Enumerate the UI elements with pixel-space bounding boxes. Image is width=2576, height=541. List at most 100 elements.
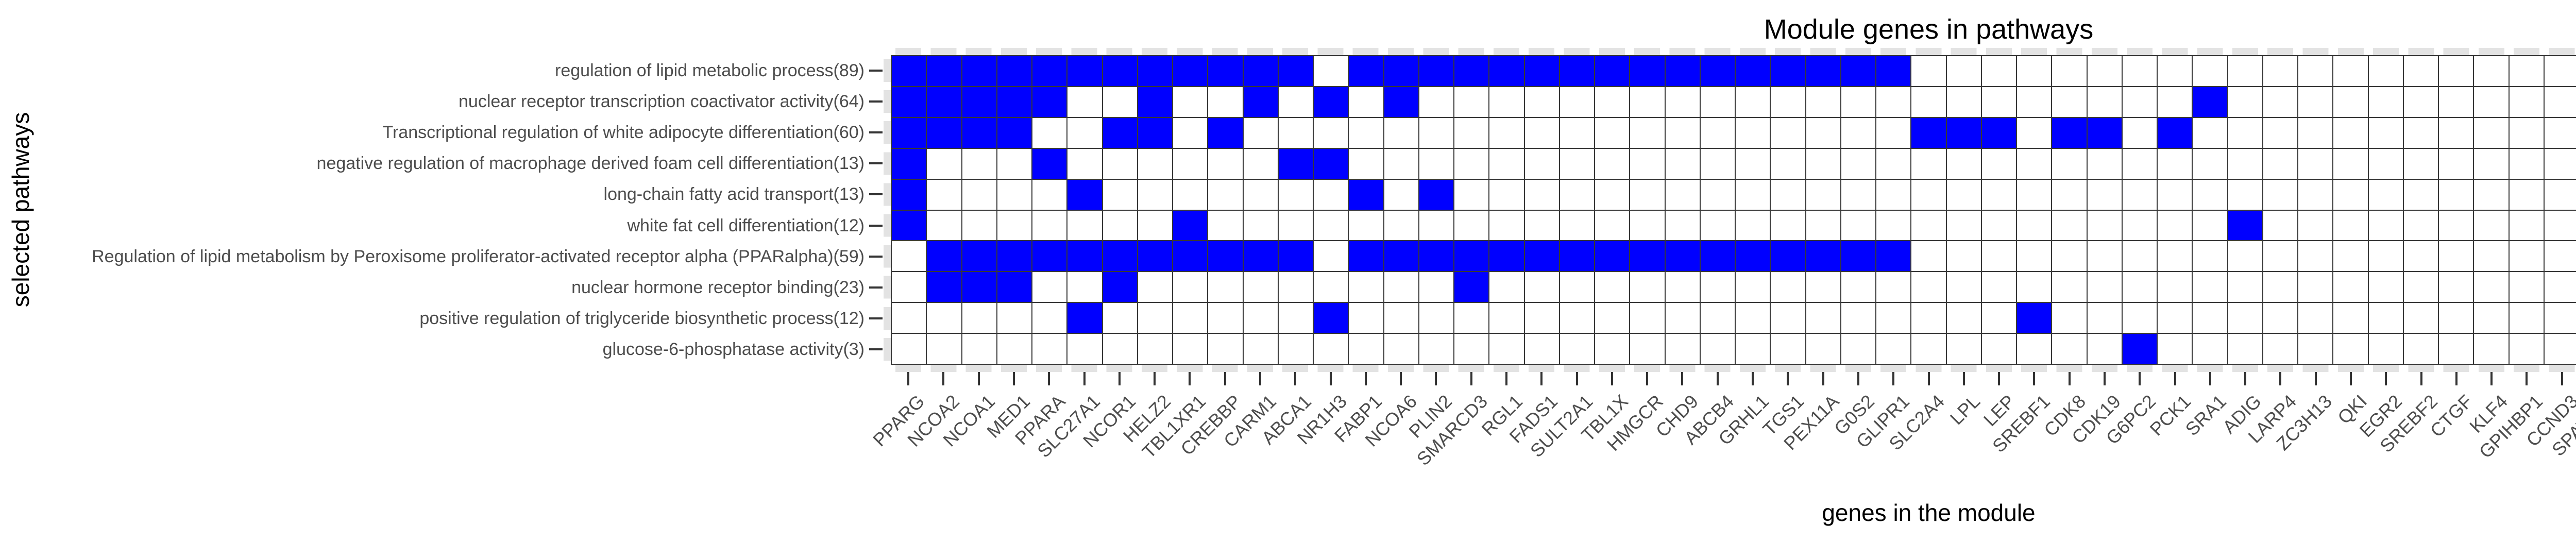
x-tick [2033, 372, 2036, 385]
heatmap-cell [1243, 272, 1278, 303]
heatmap-cell [1665, 148, 1700, 179]
pathway-label: nuclear receptor transcription coactivat… [459, 92, 865, 112]
heatmap-cell [2227, 56, 2263, 87]
heatmap-cell [1630, 272, 1665, 303]
heatmap-cell [2368, 86, 2403, 117]
heatmap-cell [1418, 179, 1454, 210]
x-tick [2068, 372, 2071, 385]
heatmap-cell [2438, 86, 2474, 117]
heatmap-cell [1173, 302, 1208, 334]
heatmap-cell [2368, 148, 2403, 179]
heatmap-cell [1383, 56, 1419, 87]
pathway-label: white fat cell differentiation(12) [627, 215, 865, 235]
y-axis-title: selected pathways [7, 112, 34, 308]
heatmap-cell [2262, 241, 2298, 272]
heatmap-cell [2473, 56, 2509, 87]
heatmap-cell [2227, 179, 2263, 210]
heatmap-cell [926, 333, 962, 364]
heatmap-cell [2403, 241, 2439, 272]
heatmap-cell [2298, 241, 2333, 272]
heatmap-cell [1805, 179, 1841, 210]
heatmap-cell [2544, 56, 2576, 87]
heatmap-cell [1313, 56, 1349, 87]
heatmap-cell [1559, 86, 1595, 117]
heatmap-cell [2052, 117, 2087, 148]
heatmap-cell [2052, 241, 2087, 272]
heatmap-cell [1489, 148, 1524, 179]
heatmap-cell [1911, 56, 1946, 87]
heatmap-cell [2227, 272, 2263, 303]
heatmap-cell [2509, 148, 2544, 179]
heatmap-cell [1770, 210, 1806, 241]
heatmap-cell [2052, 302, 2087, 334]
x-tick [2455, 372, 2458, 385]
gridline-stubs-left [884, 55, 891, 365]
heatmap-cell [1735, 117, 1771, 148]
heatmap-cell [2087, 117, 2122, 148]
heatmap-cell [1911, 86, 1946, 117]
heatmap-cell [996, 179, 1032, 210]
x-axis-title: genes in the module [1822, 499, 2036, 526]
heatmap-cell [1418, 333, 1454, 364]
heatmap-cell [926, 210, 962, 241]
x-tick [1611, 372, 1613, 385]
heatmap-cell [1805, 210, 1841, 241]
heatmap-cell [1454, 117, 1489, 148]
heatmap-cell [2438, 210, 2474, 241]
heatmap-cell [1840, 117, 1876, 148]
heatmap-cell [2333, 333, 2368, 364]
heatmap-cell [1911, 179, 1946, 210]
heatmap-cell [1067, 272, 1103, 303]
heatmap-cell [2157, 241, 2193, 272]
heatmap-cell [1032, 272, 1067, 303]
heatmap-cell [1665, 179, 1700, 210]
heatmap-cell [2157, 86, 2193, 117]
pathway-label: positive regulation of triglyceride bios… [419, 308, 865, 328]
heatmap-cell [1208, 179, 1243, 210]
heatmap-cell [1348, 210, 1384, 241]
heatmap-cell [1313, 86, 1349, 117]
heatmap-cell [1630, 117, 1665, 148]
heatmap-cell [1840, 272, 1876, 303]
heatmap-cell [961, 117, 997, 148]
heatmap-cell [996, 333, 1032, 364]
heatmap-cell [2262, 272, 2298, 303]
chart-title: Module genes in pathways [1764, 14, 2094, 45]
gene-label: PCK1 [2146, 391, 2195, 440]
heatmap-cell [1032, 117, 1067, 148]
heatmap-cell [996, 148, 1032, 179]
heatmap-cell [2403, 272, 2439, 303]
heatmap-cell [1524, 210, 1560, 241]
heatmap-cell [1876, 272, 1911, 303]
heatmap-cell [1383, 148, 1419, 179]
heatmap-cell [1876, 302, 1911, 334]
heatmap-cell [2403, 333, 2439, 364]
x-tick [2103, 372, 2106, 385]
x-tick [942, 372, 945, 385]
heatmap-cell [1243, 333, 1278, 364]
heatmap-cell [1278, 179, 1314, 210]
heatmap-cell [1418, 117, 1454, 148]
heatmap-cell [2333, 86, 2368, 117]
heatmap-cell [1243, 148, 1278, 179]
heatmap-cell [1208, 302, 1243, 334]
heatmap-cell [1770, 302, 1806, 334]
heatmap-cell [2122, 302, 2158, 334]
heatmap-cell [2122, 210, 2158, 241]
x-tick [1681, 372, 1684, 385]
heatmap-cell [2122, 117, 2158, 148]
heatmap-cell [2544, 210, 2576, 241]
heatmap-cell [961, 272, 997, 303]
heatmap-cell [2157, 117, 2193, 148]
heatmap-cell [1102, 302, 1138, 334]
heatmap-cell [2544, 241, 2576, 272]
heatmap-cell [2052, 148, 2087, 179]
x-tick [1822, 372, 1824, 385]
heatmap-cell [1313, 148, 1349, 179]
heatmap-cell [1911, 148, 1946, 179]
heatmap-cell [2403, 148, 2439, 179]
x-tick [1716, 372, 1719, 385]
heatmap-cell [1489, 333, 1524, 364]
heatmap-cell [1208, 56, 1243, 87]
heatmap-cell [891, 210, 927, 241]
